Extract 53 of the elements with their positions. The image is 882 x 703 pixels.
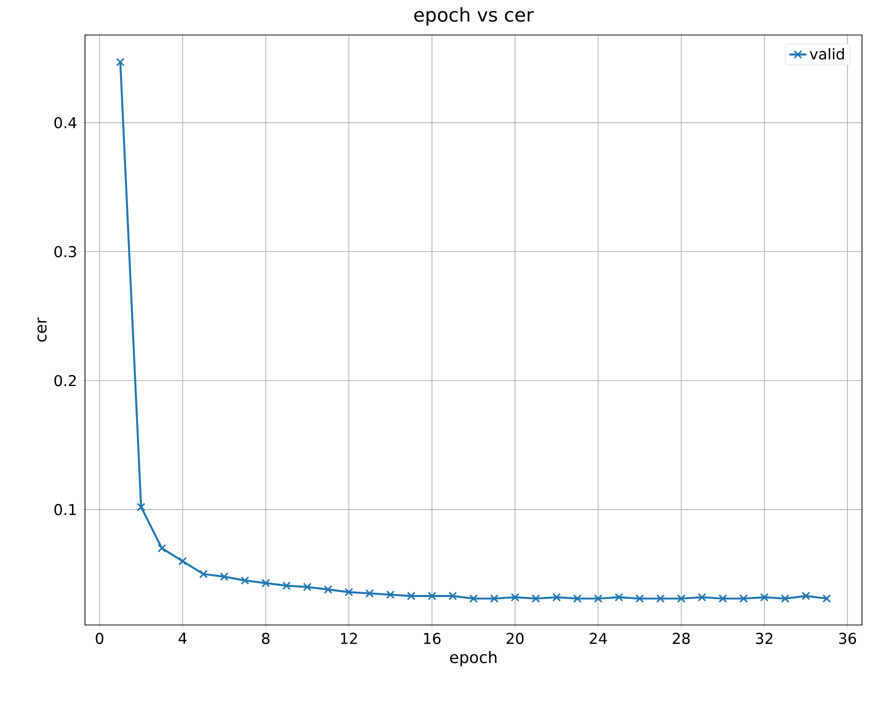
point [303,582,312,592]
x-tick-label: 28 [672,632,690,644]
point [261,578,270,588]
point [469,594,478,603]
x-tick-label: 12 [340,632,357,644]
point [760,593,769,602]
point [365,589,374,598]
point [158,544,166,553]
point [178,556,187,566]
x-tick-label: 16 [424,632,441,644]
point [406,592,416,600]
point [718,594,728,603]
legend-label: valid [810,48,844,60]
x-tick-label: 4 [178,632,187,644]
point [136,502,146,512]
point [240,576,250,585]
point [344,588,354,596]
point [448,592,457,600]
point [324,585,332,594]
point [635,594,644,603]
x-tick-label: 8 [262,632,270,644]
point [656,594,665,603]
point [822,594,831,603]
y-tick-label: 0.4 [54,117,76,128]
point [573,594,582,603]
point [802,592,810,600]
point [780,594,790,603]
point [532,594,540,603]
chart-title: epoch vs cer [414,7,534,26]
point [386,590,395,599]
y-tick-label: 0.3 [54,246,76,258]
point [116,58,125,66]
x-tick-label: 0 [96,632,104,644]
point [510,593,520,602]
x-tick-label: 36 [839,632,856,644]
point [552,593,561,602]
x-axis-title: epoch [450,650,496,666]
point [199,570,208,578]
point [614,593,624,602]
point [676,594,686,603]
point [220,572,228,581]
x-tick-label: 20 [506,632,524,644]
x-tick-label: 32 [756,632,772,644]
point [490,594,499,603]
point [698,593,706,602]
point [428,592,436,600]
x-tick-label: 24 [590,632,607,644]
y-tick-label: 0.2 [54,374,76,386]
y-axis-title: cer [37,317,47,342]
point [282,581,291,590]
point [594,594,602,603]
point [739,594,748,603]
y-tick-label: 0.1 [54,504,76,516]
